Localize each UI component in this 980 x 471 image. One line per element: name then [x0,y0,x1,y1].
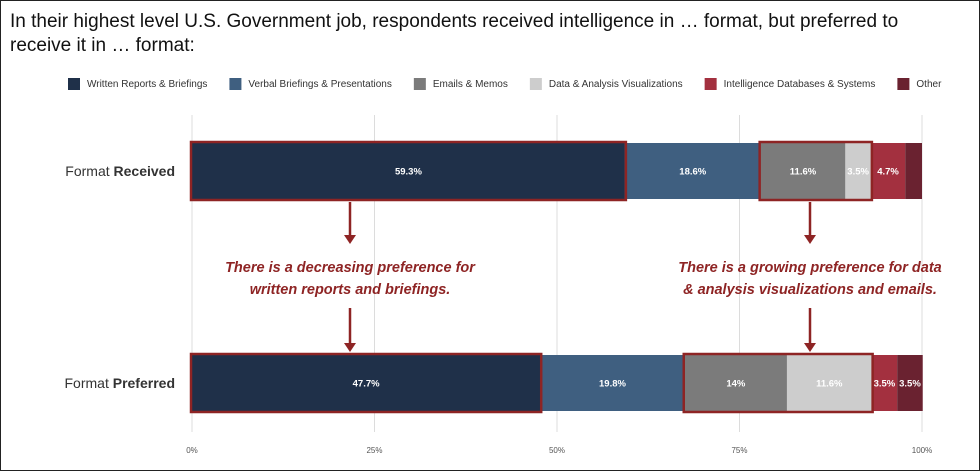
x-tick-label: 75% [731,446,747,455]
chart-title: receive it in … format: [10,35,195,56]
highlight-box [758,140,874,202]
data-label: 3.5% [899,379,921,390]
bar-segment [684,355,787,411]
x-tick-label: 50% [549,446,565,455]
arrow-head [804,343,816,352]
bar-segment [540,355,685,411]
legend-label: Emails & Memos [433,79,508,90]
bar-segment [192,355,541,411]
data-label: 59.3% [395,167,422,178]
legend-swatch [229,78,242,90]
legend-swatch [413,78,426,90]
bar-segment [624,143,761,199]
legend-label: Written Reports & Briefings [87,79,207,90]
annotation: There is a decreasing preference for [225,260,476,276]
bar-segment [845,143,871,199]
data-label: 18.6% [679,167,706,178]
annotation: & analysis visualizations and emails. [683,282,937,298]
legend-swatch [68,78,80,90]
legend-label: Data & Analysis Visualizations [549,79,683,90]
data-label: 3.5% [847,167,869,178]
legend-swatch [897,78,910,90]
bar-segment [760,143,846,199]
legend-swatch [704,78,717,90]
bar-segment [871,355,898,411]
annotation: There is a growing preference for data [678,260,942,276]
data-label: 47.7% [353,379,380,390]
legend-label: Intelligence Databases & Systems [724,79,876,90]
arrow-head [804,235,816,244]
bar-segment [192,143,625,199]
data-label: 11.6% [816,379,843,390]
highlight-box [189,140,628,202]
data-label: 3.5% [874,379,896,390]
x-tick-label: 25% [366,446,382,455]
x-tick-label: 100% [912,446,932,455]
data-label: 19.8% [599,379,626,390]
legend-label: Other [916,79,942,90]
annotation: written reports and briefings. [250,282,451,298]
x-tick-label: 0% [186,446,198,455]
bar-segment [870,143,906,199]
bar-segment [897,355,923,411]
arrow-head [344,235,356,244]
arrow-head [344,343,356,352]
legend-label: Verbal Briefings & Presentations [248,79,391,90]
legend-swatch [529,78,542,90]
highlight-box [682,352,874,414]
chart-title: In their highest level U.S. Government j… [10,11,898,32]
data-label: 11.6% [790,167,817,178]
data-label: 14% [726,379,746,390]
bar-segment [905,143,922,199]
bar-segment [786,355,872,411]
highlight-box [189,352,543,414]
category-label: Format Preferred [65,375,176,391]
category-label: Format Received [65,163,175,179]
data-label: 4.7% [877,167,899,178]
